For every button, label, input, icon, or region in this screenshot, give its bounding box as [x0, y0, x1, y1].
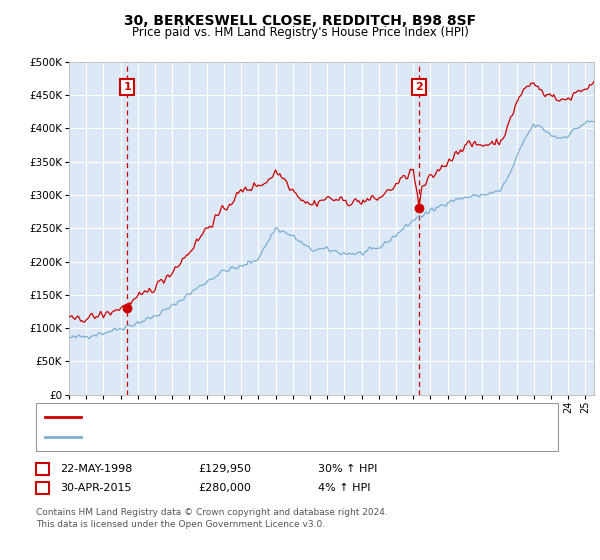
Text: 30-APR-2015: 30-APR-2015 — [60, 483, 131, 493]
Text: 2: 2 — [39, 483, 46, 493]
Text: Contains HM Land Registry data © Crown copyright and database right 2024.
This d: Contains HM Land Registry data © Crown c… — [36, 508, 388, 529]
Text: £280,000: £280,000 — [198, 483, 251, 493]
Text: 30, BERKESWELL CLOSE, REDDITCH, B98 8SF (detached house): 30, BERKESWELL CLOSE, REDDITCH, B98 8SF … — [87, 412, 435, 422]
Text: Price paid vs. HM Land Registry's House Price Index (HPI): Price paid vs. HM Land Registry's House … — [131, 26, 469, 39]
Text: 22-MAY-1998: 22-MAY-1998 — [60, 464, 133, 474]
Text: £129,950: £129,950 — [198, 464, 251, 474]
Text: 2: 2 — [415, 82, 423, 92]
Text: 30, BERKESWELL CLOSE, REDDITCH, B98 8SF: 30, BERKESWELL CLOSE, REDDITCH, B98 8SF — [124, 14, 476, 28]
Text: HPI: Average price, detached house, Redditch: HPI: Average price, detached house, Redd… — [87, 432, 337, 442]
Text: 30% ↑ HPI: 30% ↑ HPI — [318, 464, 377, 474]
Text: 4% ↑ HPI: 4% ↑ HPI — [318, 483, 371, 493]
Text: 1: 1 — [124, 82, 131, 92]
Text: 1: 1 — [39, 464, 46, 474]
